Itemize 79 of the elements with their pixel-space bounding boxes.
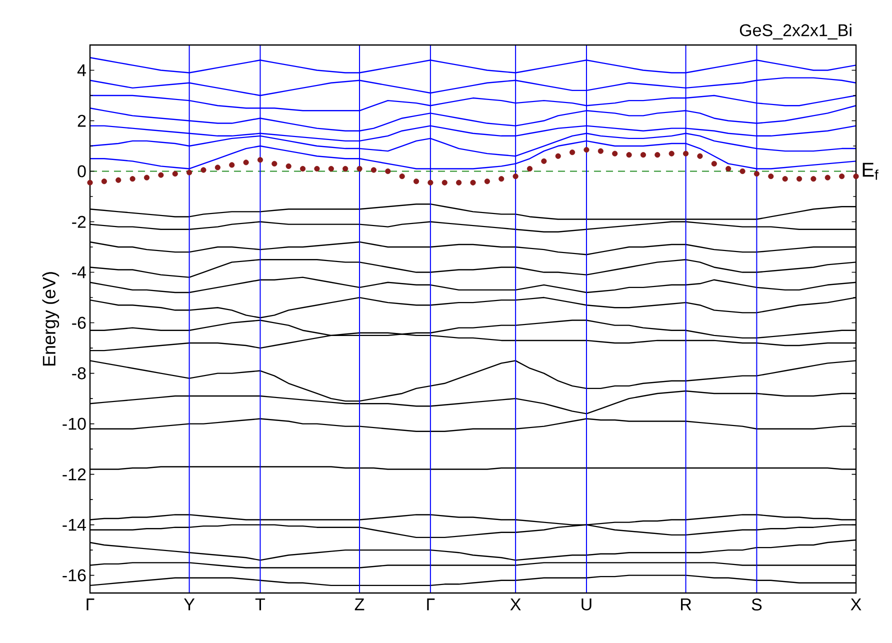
point	[399, 174, 405, 180]
point	[257, 157, 264, 163]
x-tick-label: U	[582, 598, 592, 610]
point	[824, 174, 830, 180]
point	[570, 150, 576, 156]
point	[640, 152, 646, 158]
point	[526, 166, 533, 172]
x-tick-label: T	[255, 598, 266, 610]
point	[697, 153, 703, 159]
point	[456, 180, 462, 186]
point	[186, 170, 192, 176]
y-tick-label: 4	[77, 64, 86, 76]
point	[370, 167, 377, 173]
point	[428, 180, 434, 186]
y-tick-label: -12	[62, 468, 86, 480]
ref-line-label: E$_{f}$	[862, 162, 878, 180]
point	[682, 150, 689, 156]
y-tick-label: -16	[62, 569, 86, 582]
y-tick-label: -6	[72, 316, 86, 329]
x-tick-label: Y	[184, 598, 195, 610]
point	[541, 158, 547, 164]
point	[200, 167, 206, 173]
point	[158, 172, 164, 178]
y-tick-label: 2	[78, 114, 86, 127]
point	[584, 147, 590, 153]
point	[626, 152, 632, 158]
y-axis-title: Energy (eV)	[42, 272, 60, 366]
point	[612, 150, 618, 156]
point	[726, 166, 732, 172]
point	[853, 174, 859, 180]
point	[654, 152, 660, 158]
x-tick-label: X	[850, 598, 862, 610]
point	[442, 180, 448, 186]
chart-title: GeS_2x2x1_Bi	[740, 24, 852, 40]
point	[300, 166, 306, 172]
point	[754, 170, 760, 177]
point	[555, 153, 561, 159]
point	[116, 177, 122, 183]
point	[668, 150, 674, 156]
point	[272, 160, 278, 166]
point	[385, 168, 391, 174]
point	[214, 164, 220, 170]
y-tick-label: -2	[72, 216, 86, 228]
x-tick-label: S	[752, 598, 762, 611]
point	[839, 174, 845, 180]
x-tick-label: Γ	[86, 598, 94, 610]
point	[598, 148, 604, 154]
y-tick-label: -4	[72, 266, 86, 278]
x-tick-label: X	[510, 598, 521, 610]
point	[87, 180, 93, 186]
point	[328, 166, 334, 172]
point	[172, 170, 178, 177]
y-tick-label: -10	[62, 418, 86, 430]
point	[782, 176, 788, 182]
y-tick-label: -14	[62, 518, 86, 531]
point	[356, 166, 362, 172]
point	[768, 174, 774, 180]
point	[413, 178, 420, 184]
x-tick-label: Z	[354, 598, 364, 610]
point	[130, 176, 136, 182]
point	[740, 168, 746, 174]
x-tick-label: R	[681, 598, 692, 610]
point	[286, 163, 292, 170]
point	[711, 160, 717, 166]
point	[470, 180, 476, 186]
point	[101, 178, 107, 184]
y-tick-label: 0	[78, 165, 86, 178]
point	[498, 176, 504, 182]
point	[342, 166, 348, 172]
point	[144, 174, 150, 180]
point	[484, 178, 490, 184]
point	[512, 174, 518, 180]
y-tick-label: -8	[72, 367, 86, 380]
point	[314, 166, 320, 172]
point	[796, 176, 802, 182]
point	[243, 160, 249, 166]
x-tick-label: Γ	[427, 598, 435, 610]
point	[229, 162, 235, 168]
point	[810, 176, 816, 182]
